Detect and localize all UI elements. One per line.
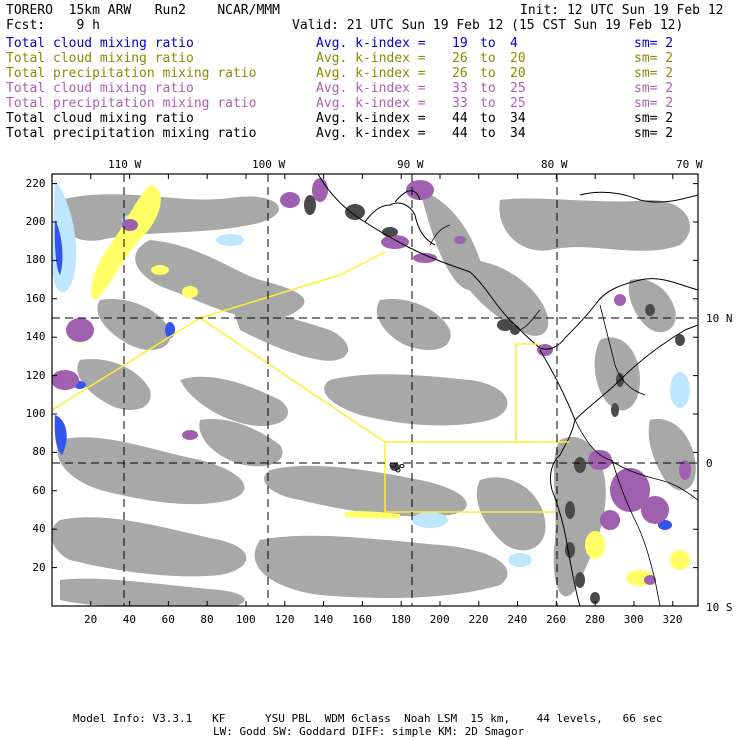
x-index-label: 100 bbox=[235, 613, 256, 626]
legend-avg-label: Avg. k-index = bbox=[316, 111, 426, 126]
run-title: TORERO 15km ARW Run2 NCAR/MMM bbox=[6, 3, 280, 18]
lon-label-70w: 70 W bbox=[676, 158, 703, 171]
x-index-label: 300 bbox=[623, 613, 644, 626]
legend-smoothing: sm= 2 bbox=[634, 126, 674, 141]
legend-field: Total cloud mixing ratio bbox=[6, 51, 194, 66]
legend-smoothing: sm= 2 bbox=[634, 111, 674, 126]
y-index-label: 180 bbox=[25, 253, 46, 267]
legend-k-start: 26 bbox=[452, 51, 468, 66]
legend-field: Total cloud mixing ratio bbox=[6, 36, 194, 51]
cloud-field-purple bbox=[52, 178, 691, 585]
legend-field: Total cloud mixing ratio bbox=[6, 81, 194, 96]
legend-k-end: 4 bbox=[510, 36, 518, 51]
country-borders bbox=[429, 224, 698, 606]
legend-k-end: 25 bbox=[510, 81, 526, 96]
model-info: Model Info: V3.3.1 KF YSU PBL WDM 6class… bbox=[73, 712, 663, 725]
legend-k-start: 44 bbox=[452, 126, 468, 141]
legend-k-end: 25 bbox=[510, 96, 526, 111]
legend-field: Total precipitation mixing ratio bbox=[6, 66, 257, 81]
x-index-label: 120 bbox=[274, 613, 295, 626]
x-index-label: 140 bbox=[313, 613, 334, 626]
legend-avg-label: Avg. k-index = bbox=[316, 66, 426, 81]
cloud-field-blue bbox=[54, 220, 672, 530]
legend-k-end: 20 bbox=[510, 51, 526, 66]
legend-smoothing: sm= 2 bbox=[634, 96, 674, 111]
y-index-label: 120 bbox=[25, 368, 46, 382]
x-index-label: 20 bbox=[83, 613, 98, 626]
legend-k-start: 33 bbox=[452, 81, 468, 96]
legend-k-end: 34 bbox=[510, 126, 526, 141]
inner-domain-outline bbox=[51, 251, 570, 513]
legend-k-start: 19 bbox=[452, 36, 468, 51]
lat-lon-grid bbox=[52, 174, 698, 606]
map-frame bbox=[51, 173, 699, 607]
grid-ticks bbox=[52, 174, 698, 606]
y-index-label: 160 bbox=[25, 291, 46, 305]
lon-label-110w: 110 W bbox=[108, 158, 142, 171]
legend-k-start: 33 bbox=[452, 96, 468, 111]
lon-label-80w: 80 W bbox=[541, 158, 568, 171]
x-index-label: 180 bbox=[390, 613, 411, 626]
x-index-label: 200 bbox=[429, 613, 450, 626]
legend-to: to bbox=[480, 36, 496, 51]
legend-k-end: 20 bbox=[510, 66, 526, 81]
cloud-field-gray bbox=[52, 190, 696, 606]
legend-to: to bbox=[480, 126, 496, 141]
coastline bbox=[317, 174, 698, 606]
y-index-label: 80 bbox=[32, 445, 46, 459]
legend-avg-label: Avg. k-index = bbox=[316, 126, 426, 141]
legend-to: to bbox=[480, 96, 496, 111]
x-index-label: 160 bbox=[352, 613, 373, 626]
legend-to: to bbox=[480, 111, 496, 126]
legend-k-start: 44 bbox=[452, 111, 468, 126]
legend-avg-label: Avg. k-index = bbox=[316, 96, 426, 111]
x-index-label: 320 bbox=[662, 613, 683, 626]
x-index-label: 60 bbox=[161, 613, 175, 626]
x-index-label: 80 bbox=[200, 613, 214, 626]
y-index-label: 220 bbox=[25, 176, 46, 190]
legend-avg-label: Avg. k-index = bbox=[316, 51, 426, 66]
legend-avg-label: Avg. k-index = bbox=[316, 36, 426, 51]
x-index-label: 260 bbox=[546, 613, 567, 626]
legend-to: to bbox=[480, 66, 496, 81]
x-index-label: 240 bbox=[507, 613, 528, 626]
y-index-label: 60 bbox=[32, 483, 46, 497]
lon-label-100w: 100 W bbox=[252, 158, 286, 171]
init-time: Init: 12 UTC Sun 19 Feb 12 bbox=[520, 3, 724, 18]
y-index-label: 200 bbox=[25, 215, 46, 228]
legend-smoothing: sm= 2 bbox=[634, 81, 674, 96]
x-index-label: 40 bbox=[122, 613, 137, 626]
valid-time: Valid: 21 UTC Sun 19 Feb 12 (15 CST Sun … bbox=[292, 18, 684, 33]
galapagos-islands bbox=[389, 462, 405, 473]
legend-field: Total precipitation mixing ratio bbox=[6, 126, 257, 141]
legend-to: to bbox=[480, 81, 496, 96]
legend-smoothing: sm= 2 bbox=[634, 36, 674, 51]
legend-k-start: 26 bbox=[452, 66, 468, 81]
x-index-label: 280 bbox=[584, 613, 605, 626]
lat-label-10n: 10 N bbox=[706, 312, 733, 325]
legend-field: Total precipitation mixing ratio bbox=[6, 96, 257, 111]
lon-label-90w: 90 W bbox=[397, 158, 424, 171]
y-index-label: 20 bbox=[32, 560, 46, 574]
legend-to: to bbox=[480, 51, 496, 66]
precip-field bbox=[52, 178, 696, 606]
legend-smoothing: sm= 2 bbox=[634, 66, 674, 81]
x-index-label: 220 bbox=[468, 613, 489, 626]
y-index-label: 40 bbox=[32, 522, 46, 536]
lat-label-10s: 10 S bbox=[706, 601, 733, 614]
legend-smoothing: sm= 2 bbox=[634, 51, 674, 66]
lat-label-0: 0 bbox=[706, 457, 713, 470]
legend-avg-label: Avg. k-index = bbox=[316, 81, 426, 96]
physics-info: LW: Godd SW: Goddard DIFF: simple KM: 2D… bbox=[213, 725, 525, 738]
cloud-field-lightblue bbox=[52, 180, 690, 567]
y-index-label: 140 bbox=[25, 330, 46, 344]
legend-k-end: 34 bbox=[510, 111, 526, 126]
y-index-label: 100 bbox=[25, 407, 46, 420]
legend-field: Total cloud mixing ratio bbox=[6, 111, 194, 126]
forecast-hour: Fcst: 9 h bbox=[6, 18, 100, 33]
